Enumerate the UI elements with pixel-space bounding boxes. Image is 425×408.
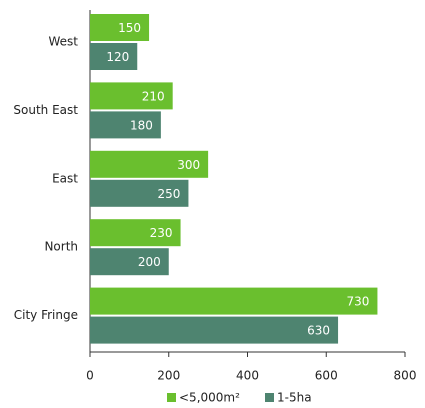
y-tick-label: West: [48, 35, 78, 49]
data-label: 630: [307, 324, 330, 338]
y-tick-label: East: [52, 171, 78, 185]
data-label: 730: [347, 295, 370, 309]
x-tick-label: 0: [86, 369, 94, 383]
bar: [90, 316, 339, 344]
data-label: 200: [138, 255, 161, 269]
x-tick-label: 800: [394, 369, 417, 383]
bar: [90, 179, 189, 207]
bar: [90, 287, 378, 315]
bar: [90, 219, 181, 247]
data-label: 250: [158, 187, 181, 201]
data-label: 210: [142, 89, 165, 103]
bar: [90, 82, 173, 110]
bar: [90, 14, 150, 41]
bar: [90, 111, 161, 139]
x-tick-label: 600: [315, 369, 338, 383]
y-tick-label: City Fringe: [14, 308, 78, 322]
legend-label: <5,000m²: [179, 391, 240, 405]
data-label: 180: [130, 118, 153, 132]
bar: [90, 43, 138, 70]
x-tick-label: 200: [157, 369, 180, 383]
data-label: 120: [106, 50, 129, 64]
data-label: 150: [118, 21, 141, 35]
bar: [90, 248, 169, 276]
legend-swatch: [167, 393, 176, 402]
y-tick-label: North: [44, 240, 78, 254]
bar: [90, 150, 209, 178]
data-label: 300: [177, 158, 200, 172]
x-tick-label: 400: [236, 369, 259, 383]
legend-swatch: [265, 393, 274, 402]
legend-label: 1-5ha: [277, 391, 312, 405]
data-label: 230: [150, 226, 173, 240]
y-tick-label: South East: [13, 103, 78, 117]
